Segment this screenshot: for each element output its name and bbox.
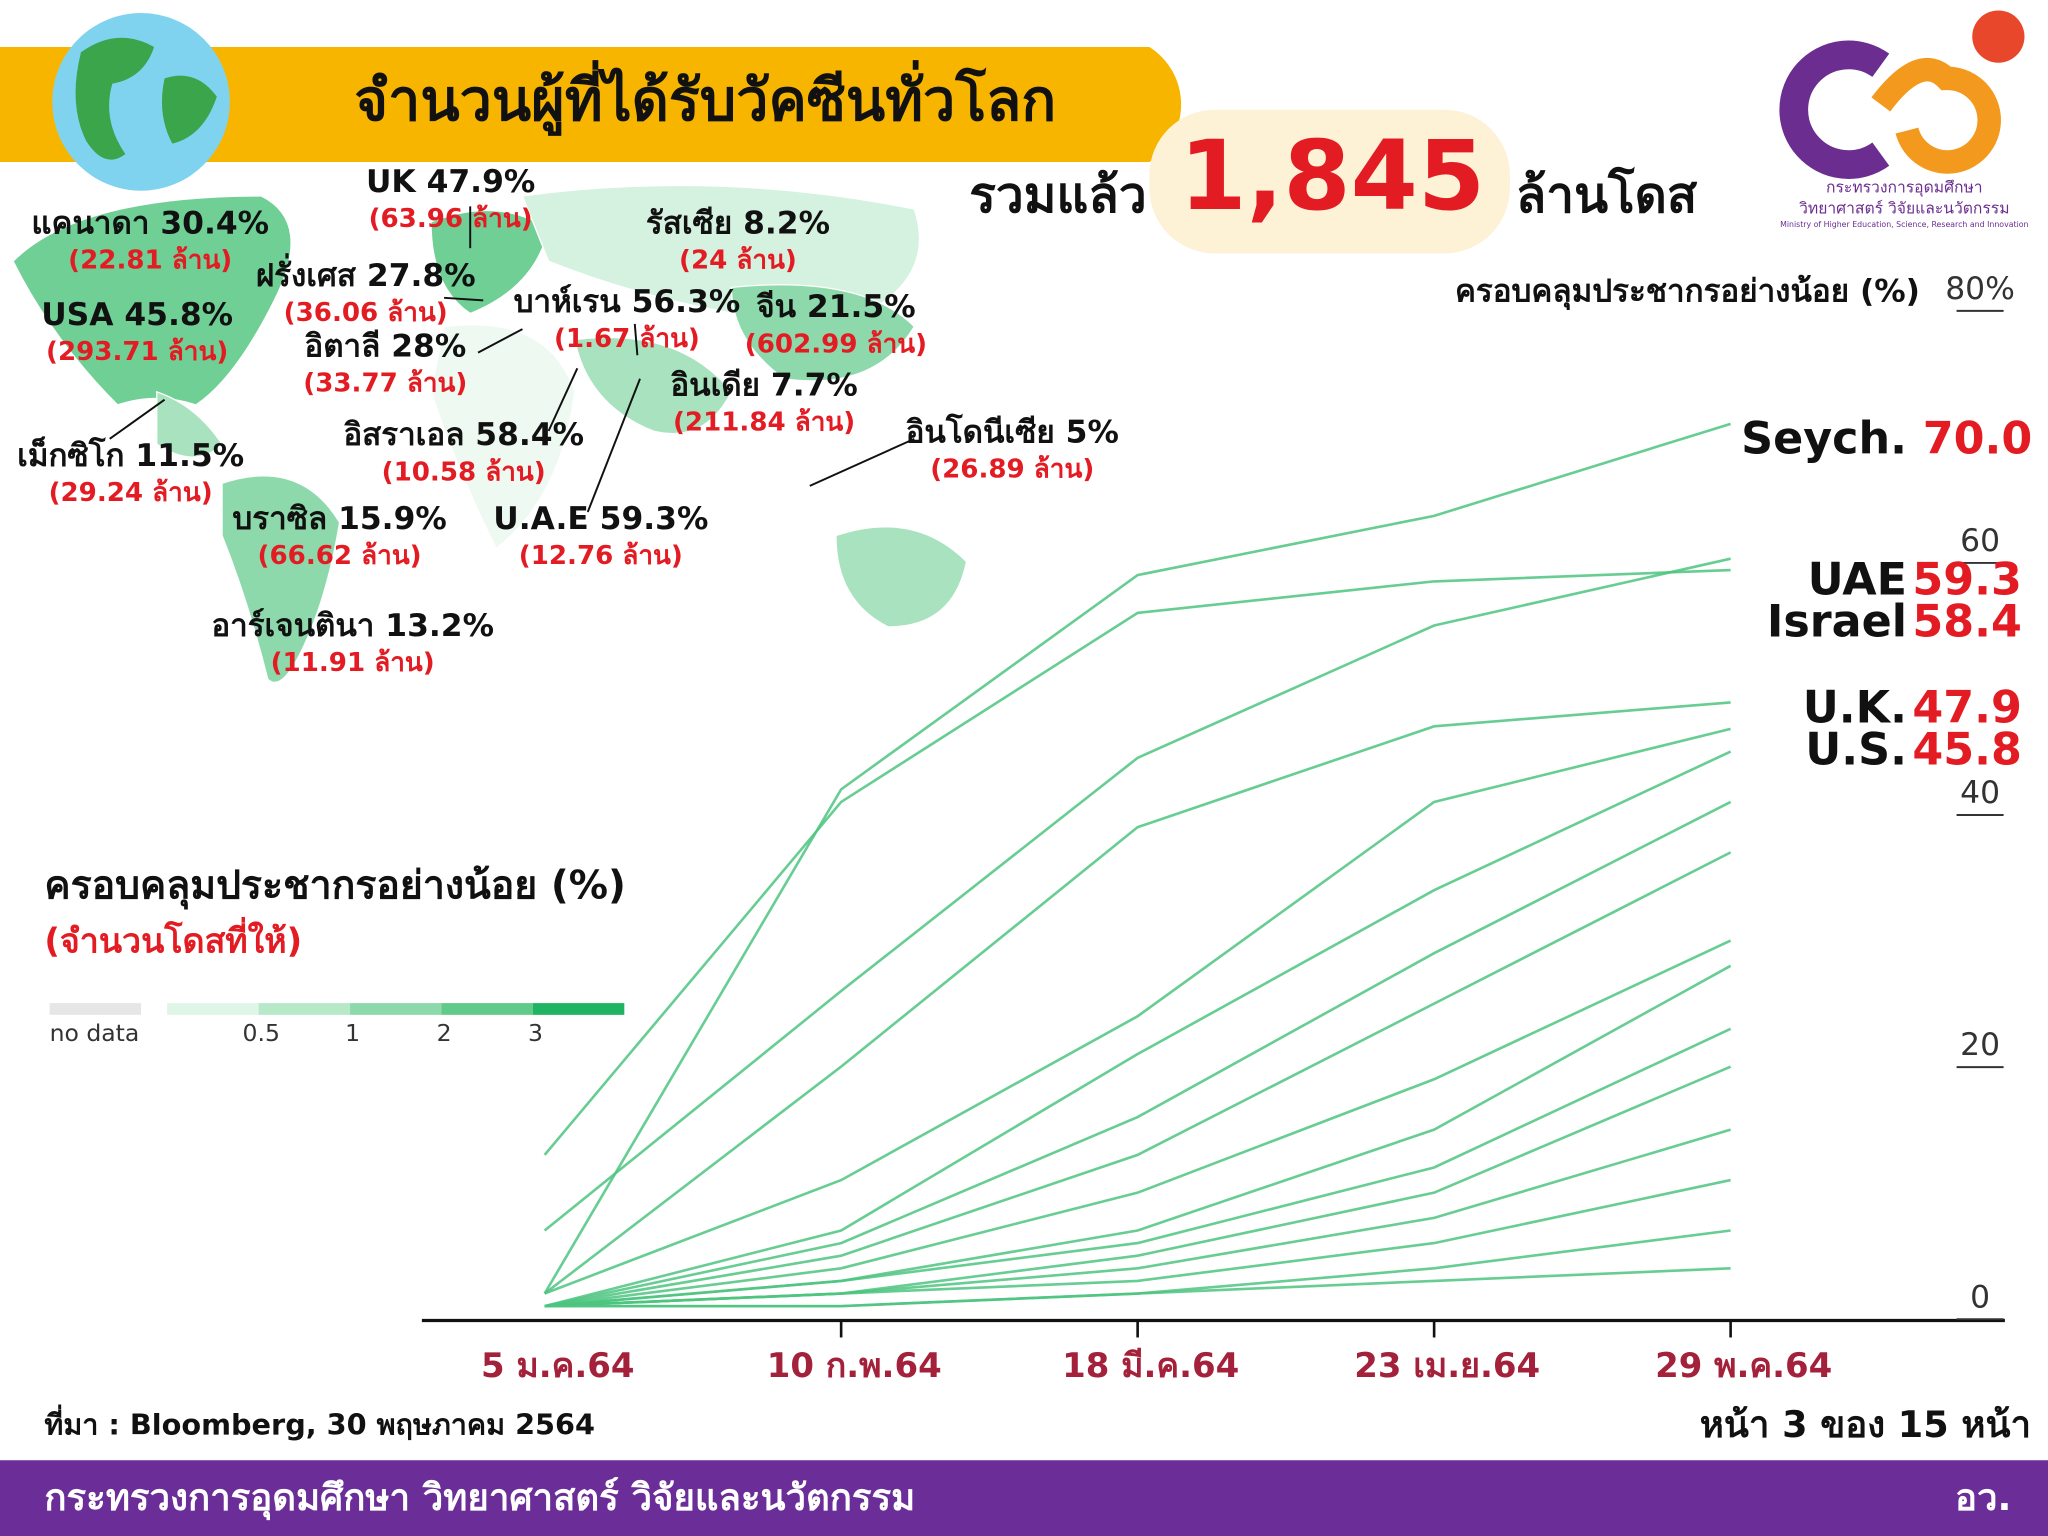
map-country: รัสเซีย 8.2% [646,206,830,242]
series-line [544,1267,1731,1308]
map-country: บราซิล 15.9% [232,501,446,537]
map-doses: (63.96 ล้าน) [369,204,533,234]
legend-tick: 1 [345,1019,360,1047]
map-doses: (29.24 ล้าน) [49,478,213,508]
y-tick-label: 20 [1960,1027,2000,1063]
legend-label: no data [50,1019,140,1047]
end-value: 70.0 [1923,413,2033,464]
ministry-line: กระทรวงการอุดมศึกษา [1826,178,1983,198]
map-country: แคนาดา 30.4% [31,206,269,242]
ministry-line: วิทยาศาสตร์ วิจัยและนวัตกรรม [1799,198,2010,217]
source: ที่มา : Bloomberg, 30 พฤษภาคม 2564 [44,1403,595,1441]
series-line [544,851,1732,1308]
legend-swatch [532,1003,625,1015]
series-line [544,727,1731,1295]
series-name: Seych. [1741,413,1907,464]
map-country: ฝรั่งเศส 27.8% [256,253,476,294]
series-line [544,800,1732,1308]
map-doses: (66.62 ล้าน) [258,541,422,571]
globe-land [75,37,217,160]
map-doses: (293.71 ล้าน) [46,337,228,367]
series-name: U.K. [1803,683,1907,734]
total-prefix: รวมแล้ว [969,166,1147,224]
map-arrows [109,206,915,513]
legend-tick: 3 [528,1019,543,1047]
map-country: อิตาลี 28% [304,328,466,364]
map-doses: (24 ล้าน) [679,246,797,276]
map-doses: (33.77 ล้าน) [303,369,467,399]
y-tick-label: 40 [1960,775,2000,811]
end-value: 59.3 [1912,555,2022,606]
map-country: อาร์เจนตินา 13.2% [211,608,494,644]
title-banner [0,47,1182,162]
series-line [544,939,1732,1308]
x-tick-label: 5 ม.ค.64 [481,1346,635,1386]
legend-subtitle: (จำนวนโดสที่ให้) [44,917,302,962]
logo-badge [1972,10,2025,63]
footer-ministry: กระทรวงการอุดมศึกษา วิทยาศาสตร์ วิจัยและ… [44,1476,915,1521]
legend-tick: 2 [437,1019,452,1047]
map-doses: (602.99 ล้าน) [745,329,927,359]
legend-swatch [350,1003,442,1015]
map-doses: (1.67 ล้าน) [554,324,700,354]
series-line [543,422,1731,1295]
end-value: 45.8 [1912,724,2022,775]
series-line [544,1027,1732,1308]
end-value: 58.4 [1912,596,2022,647]
series-name: U.S. [1805,724,1907,775]
map-country: อิสราเอล 58.4% [343,417,584,453]
total-suffix: ล้านโดส [1516,165,1698,224]
x-tick-label: 18 มี.ค.64 [1062,1346,1239,1386]
series-line [544,750,1732,1308]
world-map [12,184,968,684]
legend-swatch [441,1003,533,1015]
map-country: U.A.E 59.3% [493,501,708,537]
map-doses: (10.58 ล้าน) [382,457,546,487]
series-line [543,701,1731,1295]
x-tick-label: 23 เม.ย.64 [1354,1346,1540,1386]
map-country: จีน 21.5% [756,289,915,325]
ministry-en: Ministry of Higher Education, Science, R… [1780,220,2028,229]
title: จำนวนผู้ที่ได้รับวัคซีนทั่วโลก [354,60,1056,136]
map-doses: (11.91 ล้าน) [271,648,435,678]
map-country: เม็กซิโก 11.5% [17,435,244,474]
series-name: UAE [1808,555,1907,606]
legend-swatch [258,1003,351,1015]
page-number: หน้า 3 ของ 15 หน้า [1700,1403,2031,1446]
map-doses: (26.89 ล้าน) [930,455,1094,485]
legend-title: ครอบคลุมประชากรอย่างน้อย (%) [44,864,626,910]
series-line [544,1065,1732,1308]
total-value: 1,845 [1179,119,1485,232]
map-doses: (211.84 ล้าน) [673,408,855,438]
series-line [543,568,1731,1156]
map-country: USA 45.8% [41,297,233,333]
logo-mark [1871,58,2001,174]
x-tick-label: 29 พ.ค.64 [1655,1346,1832,1386]
map-country: UK 47.9% [366,164,535,200]
map-country: บาห์เรน 56.3% [514,284,741,320]
series-line [543,557,1731,1232]
map-country: อินเดีย 7.7% [670,368,857,404]
map-doses: (22.81 ล้าน) [68,246,232,276]
legend-tick: 0.5 [243,1019,280,1047]
total-badge [1149,109,1510,254]
chart-title: ครอบคลุมประชากรอย่างน้อย (%) [1455,274,1920,311]
legend-swatch [167,1003,259,1015]
x-tick-label: 10 ก.พ.64 [767,1346,942,1386]
map-doses: (36.06 ล้าน) [284,298,448,328]
footer-bar [0,1460,2048,1536]
footer-short: อว. [1955,1476,2011,1519]
series-name: Israel [1767,596,1907,647]
map-doses: (12.76 ล้าน) [519,541,683,571]
series-line [544,1178,1731,1308]
logo-mark [1779,40,1890,179]
y-tick-label: 80% [1945,271,2015,307]
y-tick-label: 60 [1960,523,2000,559]
y-tick-label: 0 [1970,1279,1990,1315]
end-value: 47.9 [1912,683,2022,734]
legend-swatch [49,1003,142,1015]
map-country: อินโดนีเซีย 5% [906,413,1119,451]
